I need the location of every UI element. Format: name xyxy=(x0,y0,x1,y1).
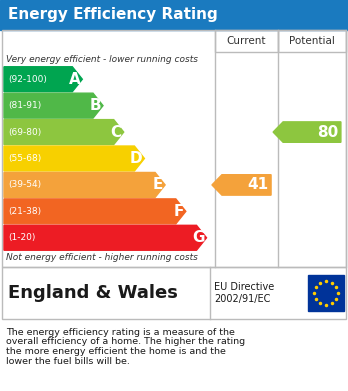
Text: (92-100): (92-100) xyxy=(8,75,47,84)
Text: (69-80): (69-80) xyxy=(8,127,41,136)
Text: (55-68): (55-68) xyxy=(8,154,41,163)
Text: 41: 41 xyxy=(247,178,268,192)
Polygon shape xyxy=(4,120,124,145)
Polygon shape xyxy=(273,122,341,142)
Text: Not energy efficient - higher running costs: Not energy efficient - higher running co… xyxy=(6,253,198,262)
Text: (21-38): (21-38) xyxy=(8,207,41,216)
Text: England & Wales: England & Wales xyxy=(8,284,178,302)
Text: G: G xyxy=(192,230,205,245)
Polygon shape xyxy=(4,172,165,197)
Text: Very energy efficient - lower running costs: Very energy efficient - lower running co… xyxy=(6,54,198,63)
Polygon shape xyxy=(4,93,103,118)
Bar xyxy=(2,30,346,267)
Text: E: E xyxy=(153,178,163,192)
Text: C: C xyxy=(111,125,122,140)
Text: (1-20): (1-20) xyxy=(8,233,35,242)
Bar xyxy=(215,30,278,52)
Text: overall efficiency of a home. The higher the rating: overall efficiency of a home. The higher… xyxy=(6,337,245,346)
Polygon shape xyxy=(212,175,271,195)
Text: lower the fuel bills will be.: lower the fuel bills will be. xyxy=(6,357,130,366)
Text: B: B xyxy=(89,98,101,113)
Text: Energy Efficiency Rating: Energy Efficiency Rating xyxy=(8,7,218,23)
Text: 2002/91/EC: 2002/91/EC xyxy=(214,294,270,304)
Text: Current: Current xyxy=(227,36,266,46)
Text: Potential: Potential xyxy=(289,36,335,46)
Text: EU Directive: EU Directive xyxy=(214,282,274,292)
Text: A: A xyxy=(69,72,80,87)
Text: the more energy efficient the home is and the: the more energy efficient the home is an… xyxy=(6,347,226,356)
Polygon shape xyxy=(4,67,82,91)
Polygon shape xyxy=(4,199,186,224)
Text: (81-91): (81-91) xyxy=(8,101,41,110)
Bar xyxy=(278,30,346,52)
Text: (39-54): (39-54) xyxy=(8,180,41,189)
Polygon shape xyxy=(4,225,206,250)
Text: The energy efficiency rating is a measure of the: The energy efficiency rating is a measur… xyxy=(6,328,235,337)
Text: F: F xyxy=(173,204,184,219)
Bar xyxy=(2,267,346,319)
Text: D: D xyxy=(130,151,142,166)
Text: 80: 80 xyxy=(317,125,338,140)
Polygon shape xyxy=(4,146,144,171)
Bar xyxy=(0,0,348,30)
Bar xyxy=(308,275,344,311)
